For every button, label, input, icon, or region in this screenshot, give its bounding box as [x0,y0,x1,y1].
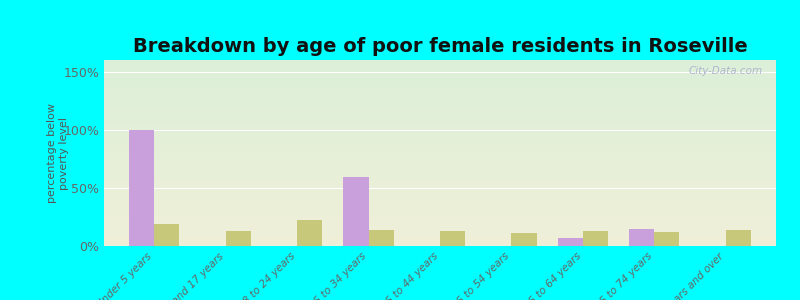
Bar [511,233,537,246]
Bar [726,230,751,246]
Bar [630,229,654,246]
Bar [654,232,679,246]
Bar [558,238,583,246]
Bar [369,230,394,246]
Bar [583,231,608,246]
Bar [440,231,465,246]
Bar [343,177,369,246]
Y-axis label: percentage below
poverty level: percentage below poverty level [47,103,69,203]
Bar [226,231,250,246]
Bar [129,130,154,246]
Bar [154,224,179,246]
Text: City-Data.com: City-Data.com [689,66,762,76]
Title: Breakdown by age of poor female residents in Roseville: Breakdown by age of poor female resident… [133,37,747,56]
Bar [297,220,322,246]
